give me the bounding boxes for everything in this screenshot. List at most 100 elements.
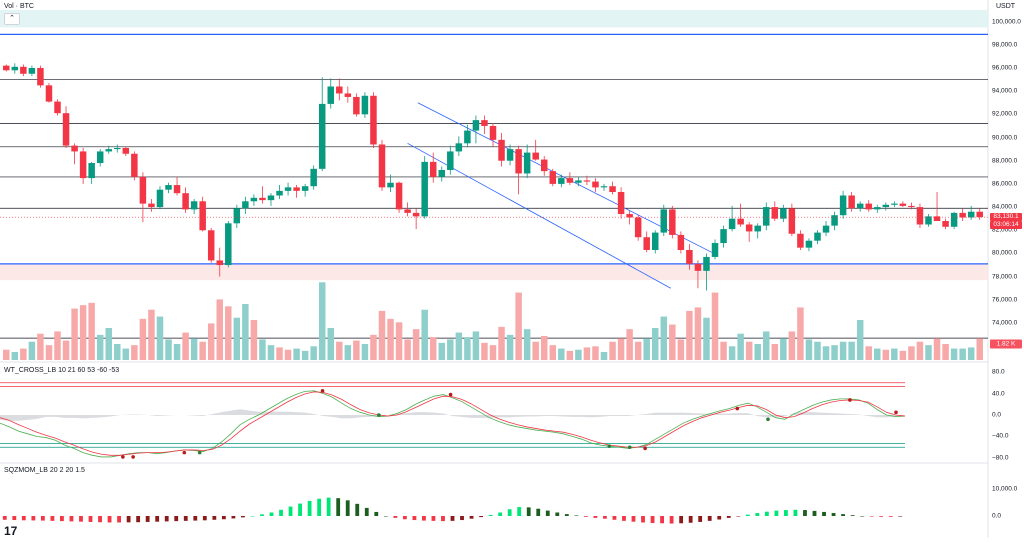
candle-body <box>62 113 70 146</box>
sqz-bar <box>345 500 350 516</box>
sqz-bar <box>279 509 283 516</box>
support-zone <box>0 263 988 281</box>
candle-body <box>344 93 352 97</box>
sqz-bar <box>107 516 112 523</box>
volume-bar <box>583 347 591 360</box>
volume-bar <box>575 349 582 360</box>
volume-bar <box>11 352 19 360</box>
sqz-bar <box>860 516 865 517</box>
candle-body <box>3 65 10 71</box>
sqz-bar <box>736 516 741 517</box>
wt-cross-dot <box>627 445 632 450</box>
price-tick: 90,000.0 <box>992 134 1018 142</box>
sqz-bar <box>193 516 198 521</box>
sqz-bar <box>250 516 255 517</box>
sqz-bar <box>764 511 769 516</box>
volume-bar <box>62 340 70 360</box>
candle-body <box>532 152 539 160</box>
candle-body <box>293 187 300 191</box>
sqz-bar <box>841 514 845 516</box>
sqz-bar <box>555 512 560 516</box>
candle-body <box>447 151 454 170</box>
wt-tick: 0.0 <box>992 411 1002 419</box>
candle-body <box>421 161 428 217</box>
candle-body <box>891 203 898 205</box>
candle-body <box>225 223 232 266</box>
candle-body <box>199 201 206 231</box>
candle-body <box>780 208 787 219</box>
price-tick: 84,000.0 <box>992 203 1018 211</box>
candle-body <box>207 230 215 261</box>
candle-body <box>592 181 599 188</box>
candle-body <box>942 220 949 227</box>
wt-cross-dot <box>894 410 898 415</box>
sqz-bar <box>136 516 141 523</box>
sqz-bar <box>717 516 722 520</box>
volume-bar <box>891 348 898 360</box>
volume-bar <box>276 347 283 360</box>
sqz-bar <box>583 516 588 517</box>
candle-body <box>959 212 966 218</box>
sqz-bar <box>707 516 712 521</box>
sqz-bar <box>688 516 693 523</box>
candle-body <box>54 101 61 114</box>
volume-bar <box>3 349 10 360</box>
chevron-up-icon[interactable]: ⌃ <box>4 13 20 25</box>
sqz-bar <box>364 507 369 516</box>
sqz-bar <box>879 516 884 517</box>
candle-body <box>575 180 582 183</box>
sqz-bar <box>50 516 55 521</box>
wt-tick: 80.0 <box>992 368 1005 376</box>
candle-body <box>745 224 753 232</box>
volume-bar <box>609 341 616 360</box>
volume-bar <box>318 282 326 360</box>
volume-bar <box>737 333 744 360</box>
volume-bar <box>711 292 719 360</box>
sqz-bar <box>669 516 674 524</box>
candle-body <box>916 207 924 225</box>
sqz-bar <box>241 516 245 518</box>
sqz-bar <box>679 516 684 524</box>
sqz-bar <box>145 516 150 522</box>
sqz-bar <box>202 516 207 521</box>
volume-bar <box>532 341 539 360</box>
sqz-bar <box>60 516 64 522</box>
volume-bar <box>122 348 130 360</box>
volume-bar <box>114 344 121 360</box>
candle-body <box>139 176 147 204</box>
volume-bar <box>780 338 787 360</box>
volume-bar <box>233 317 241 360</box>
candle-body <box>156 189 164 208</box>
candle-body <box>318 103 326 169</box>
volume-bar <box>933 338 941 360</box>
candle-body <box>822 225 830 233</box>
candle-body <box>489 125 497 140</box>
price-tick: 96,000.0 <box>992 64 1018 72</box>
sqz-bar <box>79 516 83 522</box>
sqz-bar <box>221 516 226 520</box>
candle-body <box>660 209 668 233</box>
volume-bar <box>489 345 497 360</box>
candle-body <box>617 192 625 215</box>
candle-body <box>566 178 574 183</box>
candle-body <box>626 214 633 218</box>
sqz-bar <box>2 516 7 520</box>
sqz-bar <box>564 514 569 516</box>
candle-body <box>754 225 761 232</box>
candle-body <box>438 169 446 177</box>
volume-bar <box>96 334 104 360</box>
sqz-bar <box>288 506 293 516</box>
volume-bar <box>925 345 932 360</box>
candle-body <box>216 260 223 266</box>
sqz-bar <box>307 500 312 516</box>
candle-body <box>276 190 283 196</box>
candle-body <box>634 217 642 238</box>
sqz-bar <box>784 510 788 516</box>
candle-body <box>651 232 659 250</box>
volume-bar <box>720 341 727 360</box>
sqz-bar <box>774 510 779 516</box>
candle-body <box>609 186 616 193</box>
candle-body <box>148 203 155 208</box>
